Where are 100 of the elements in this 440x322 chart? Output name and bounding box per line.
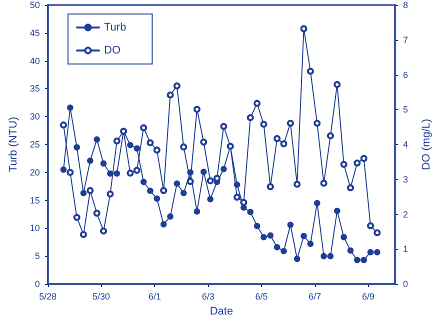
point [340, 160, 348, 168]
point [66, 168, 74, 176]
y2-tick-label: 3 [403, 174, 408, 184]
point [334, 208, 340, 214]
y-tick-label: 5 [34, 251, 40, 262]
point [294, 256, 300, 262]
y2-tick-label: 5 [403, 104, 408, 115]
x-tick-label: 6/1 [148, 292, 161, 302]
point [360, 154, 368, 162]
point [167, 213, 174, 220]
point [254, 100, 261, 107]
x-tick-label: 6/9 [362, 292, 375, 302]
point [140, 124, 148, 132]
y2-tick-label: 1 [403, 244, 408, 254]
point [300, 25, 308, 32]
point [260, 120, 268, 128]
point [100, 227, 108, 234]
point [206, 177, 214, 184]
y-tick-label: 50 [30, 0, 40, 10]
point [106, 190, 114, 198]
point [354, 256, 360, 264]
legend-label: DO [104, 44, 121, 56]
y-tick-label: 25 [30, 140, 40, 150]
x-tick-label: 6/7 [308, 292, 322, 302]
point [107, 170, 114, 177]
y2-tick-label: 6 [403, 70, 408, 80]
y2-tick-label: 7 [403, 34, 408, 45]
point [87, 158, 94, 164]
point [80, 190, 87, 196]
y-axis-title: Turb (NTU) [8, 116, 20, 172]
point [340, 234, 347, 240]
y-tick-label: 15 [30, 195, 40, 206]
point [200, 168, 207, 175]
y-tick-label: 45 [30, 28, 40, 38]
point [126, 170, 134, 177]
point [307, 240, 314, 247]
point [194, 208, 200, 215]
point [180, 143, 188, 150]
point [326, 132, 334, 140]
y-tick-label: 30 [30, 112, 40, 122]
point [80, 230, 88, 238]
point [154, 195, 160, 202]
y2-tick-label: 0 [403, 279, 408, 289]
y2-tick-label: 2 [403, 209, 408, 220]
y2-axis-title: DO (mg/L) [420, 118, 432, 170]
point [287, 222, 294, 228]
point [354, 159, 361, 166]
point [114, 170, 120, 177]
y2-tick-label: 4 [403, 140, 408, 150]
point [314, 120, 321, 127]
y-tick-label: 20 [30, 167, 40, 178]
point [314, 200, 320, 206]
x-tick-label: 5/28 [39, 292, 57, 302]
point [247, 208, 254, 216]
point [86, 187, 94, 194]
point [166, 91, 174, 98]
point [266, 183, 274, 190]
y2-tick-label: 8 [403, 0, 408, 10]
point [174, 180, 180, 187]
x-tick-label: 6/3 [202, 292, 214, 302]
x-tick-label: 6/5 [255, 292, 268, 302]
point [280, 140, 288, 148]
x-axis-title: Date [210, 306, 234, 318]
point [347, 184, 354, 192]
point [320, 252, 327, 260]
point [140, 178, 147, 186]
point [280, 248, 287, 254]
point [207, 196, 214, 202]
point [147, 188, 154, 194]
point [100, 160, 107, 167]
point [160, 187, 168, 194]
point [113, 138, 120, 145]
point [60, 166, 67, 173]
point [220, 166, 227, 172]
y-tick-label: 35 [30, 84, 40, 94]
point [200, 138, 208, 146]
point [127, 142, 134, 148]
point [367, 222, 374, 230]
point [286, 120, 294, 127]
point [240, 198, 248, 206]
point [267, 232, 274, 239]
point [67, 104, 74, 111]
point [94, 136, 100, 143]
point [367, 249, 374, 256]
point [160, 221, 167, 228]
point [180, 190, 187, 196]
y-tick-label: 0 [34, 279, 40, 289]
point [186, 178, 194, 185]
point [193, 106, 200, 113]
y-tick-label: 10 [30, 223, 40, 234]
point [374, 249, 380, 256]
point [153, 146, 160, 154]
point [74, 144, 80, 150]
point [306, 68, 314, 75]
point [240, 204, 247, 211]
point [133, 166, 140, 174]
point [73, 214, 80, 221]
point [374, 229, 381, 236]
point [134, 145, 140, 152]
point [220, 122, 228, 130]
